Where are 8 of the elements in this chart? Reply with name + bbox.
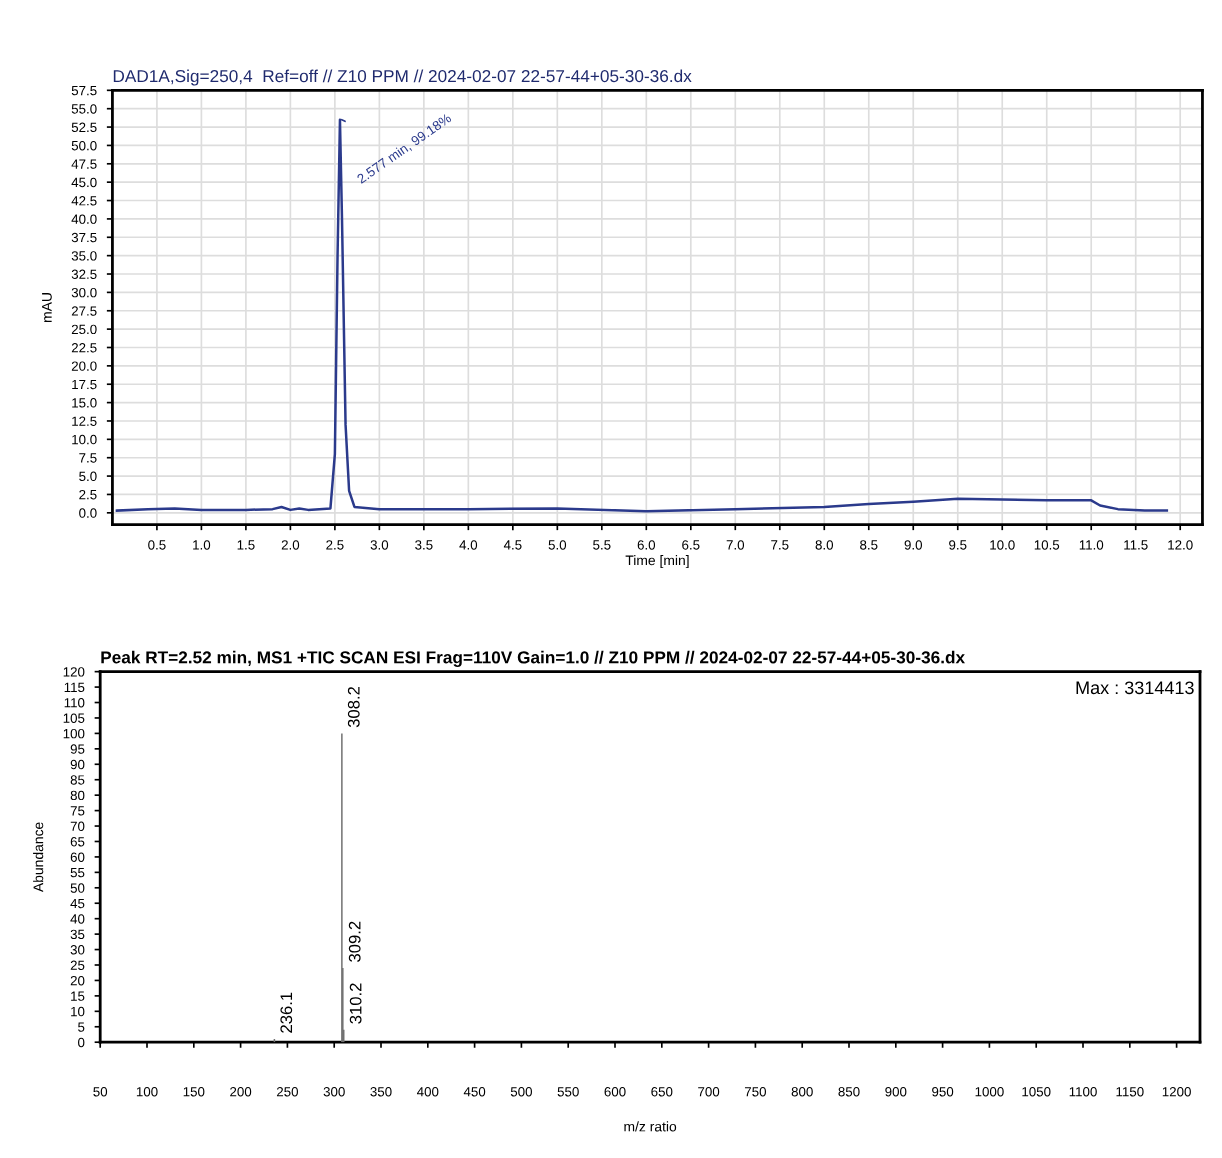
annotation: 310.2 <box>349 983 362 1024</box>
annotation: Max : 3314413 <box>1076 681 1194 695</box>
annotation: 308.2 <box>347 686 360 728</box>
annotation: 309.2 <box>348 921 361 962</box>
chart-title: Peak RT=2.52 min, MS1 +TIC SCAN ESI Frag=110V Gain=1.0 // Z10 PPM // 2024-02-07 22-57-44+05-30-36.dx <box>101 650 965 667</box>
line-series <box>115 118 1169 513</box>
chart-title: DAD1A,Sig=250,4 Ref=off // Z10 PPM // 2024-02-07 22-57-44+05-30-36.dx <box>113 69 692 86</box>
annotation: 236.1 <box>280 992 293 1033</box>
